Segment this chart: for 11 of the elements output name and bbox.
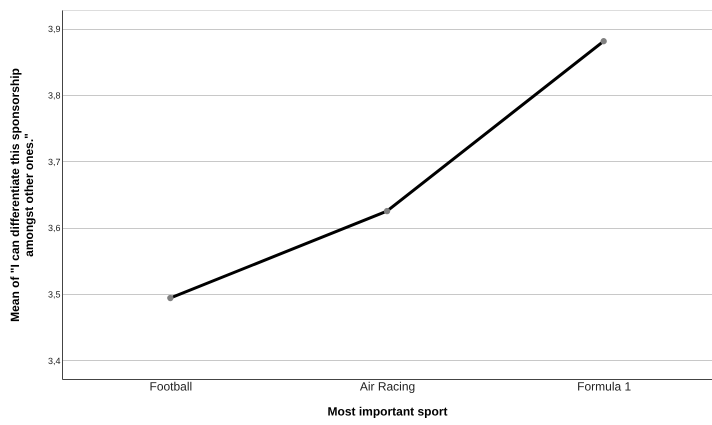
y-tick-label: 3,7 bbox=[48, 156, 60, 167]
x-tick-label: Football bbox=[149, 380, 192, 394]
y-axis-title: Mean of "I can differentiate this sponsorship amongst other ones." bbox=[8, 68, 36, 322]
y-tick-label: 3,4 bbox=[48, 356, 60, 366]
y-tick-label: 3,6 bbox=[48, 223, 60, 234]
y-tick-label: 3,9 bbox=[48, 24, 60, 34]
y-tick-label: 3,5 bbox=[48, 290, 60, 300]
x-axis-title: Most important sport bbox=[328, 404, 448, 418]
x-tick-label: Air Racing bbox=[360, 380, 416, 394]
x-tick-label: Formula 1 bbox=[577, 380, 632, 394]
y-tick-label: 3,8 bbox=[48, 90, 60, 100]
